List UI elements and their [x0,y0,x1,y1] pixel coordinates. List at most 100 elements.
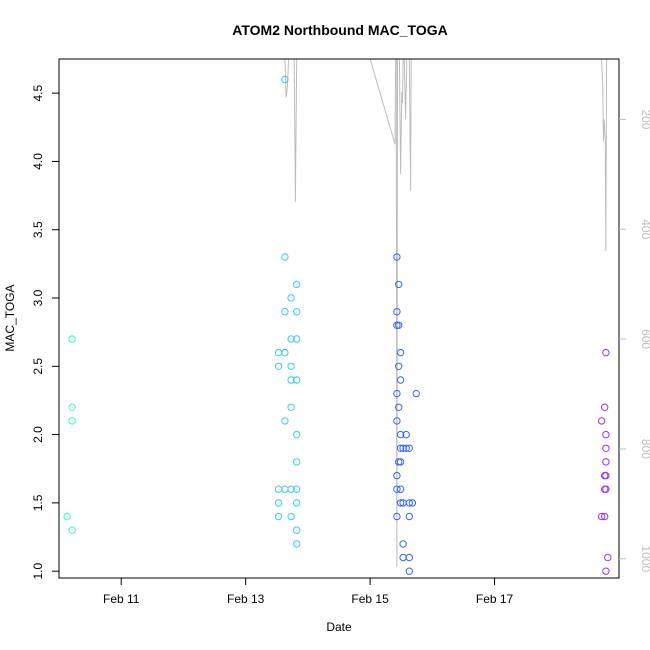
data-point [281,75,289,84]
y-axis-label: MAC_TOGA [3,284,17,351]
data-point [287,362,295,370]
data-point [281,485,289,493]
data-point [293,335,301,343]
data-point [597,417,606,425]
data-point [287,335,295,343]
data-point [393,512,401,521]
data-point [412,389,420,398]
x-axis-label: Date [326,620,352,634]
data-point [399,540,407,548]
data-point [402,444,410,452]
data-point [68,526,76,534]
right-tick-label: 200 [639,109,650,129]
data-point [287,294,295,302]
data-point [396,376,405,384]
right-tick-label: 1000 [639,545,650,572]
data-point [602,485,610,493]
data-point [402,430,410,439]
data-point [287,376,295,384]
data-point [395,362,403,370]
data-point [405,512,413,521]
y-tick-label: 1.0 [31,563,45,580]
line-segment-4 [601,58,608,252]
y-tick-label: 4.0 [31,153,45,170]
data-point [274,499,283,507]
y-tick-label: 3.0 [31,289,45,306]
data-point [68,335,76,343]
data-point [395,403,403,411]
data-point [287,403,295,411]
x-tick-label: Feb 11 [103,592,140,606]
data-point [393,417,401,425]
data-point [293,376,301,384]
data-point [602,458,610,466]
data-point [393,253,401,261]
line-segment-1 [284,58,298,202]
data-point [274,485,283,493]
data-point [408,499,417,507]
data-point [293,540,301,548]
data-point [602,430,610,439]
x-tick-label: Feb 17 [476,592,514,606]
data-point [396,458,405,466]
data-point [393,471,401,480]
y-tick-label: 3.5 [31,221,45,238]
data-point [396,444,405,452]
data-point [281,308,289,316]
right-tick-label: 400 [639,219,650,239]
data-point [395,321,403,329]
data-point [287,512,295,521]
y-tick-label: 2.0 [31,426,45,443]
data-point [602,348,610,357]
data-point [393,485,401,493]
data-point [293,458,301,466]
data-point [602,471,610,480]
data-point [274,362,283,370]
right-axis: 200 400 600 800 1000 [619,109,650,572]
chart-title: ATOM2 Northbound MAC_TOGA [232,22,447,38]
x-tick-label: Feb 15 [351,592,389,606]
data-point [293,308,301,316]
data-point [405,553,413,562]
data-point [68,417,76,425]
data-point [396,430,405,439]
data-point [405,444,413,452]
data-point [399,553,407,562]
data-point [293,280,301,289]
y-tick-label: 2.5 [31,358,45,375]
data-point [395,458,403,466]
data-point [274,512,283,521]
data-point [405,499,413,507]
points-layer [63,75,612,575]
y-tick-label: 4.5 [31,84,45,101]
data-point [393,308,401,316]
data-point [396,485,405,493]
data-point [287,485,295,493]
data-point [396,499,405,507]
data-point [293,526,301,534]
data-point [293,430,301,439]
line-series-layer [284,58,608,568]
data-point [601,512,609,521]
data-point [68,403,76,411]
data-point [281,348,289,357]
plot-box [58,58,620,579]
x-axis: Feb 11 Feb 13 Feb 15 Feb 17 [103,578,514,606]
data-point [602,444,610,452]
data-point [281,253,289,261]
x-tick-label: Feb 13 [227,592,265,606]
data-point [396,348,405,357]
y-tick-label: 1.5 [31,494,45,511]
data-point [602,567,610,575]
data-point [604,553,612,562]
right-tick-label: 800 [639,439,650,459]
data-point [293,485,301,493]
data-point [393,389,401,398]
data-point [281,417,289,425]
line-segment-2 [369,58,397,145]
data-point [63,512,71,521]
right-tick-label: 600 [639,329,650,349]
data-point [405,567,413,575]
data-point [601,403,609,411]
